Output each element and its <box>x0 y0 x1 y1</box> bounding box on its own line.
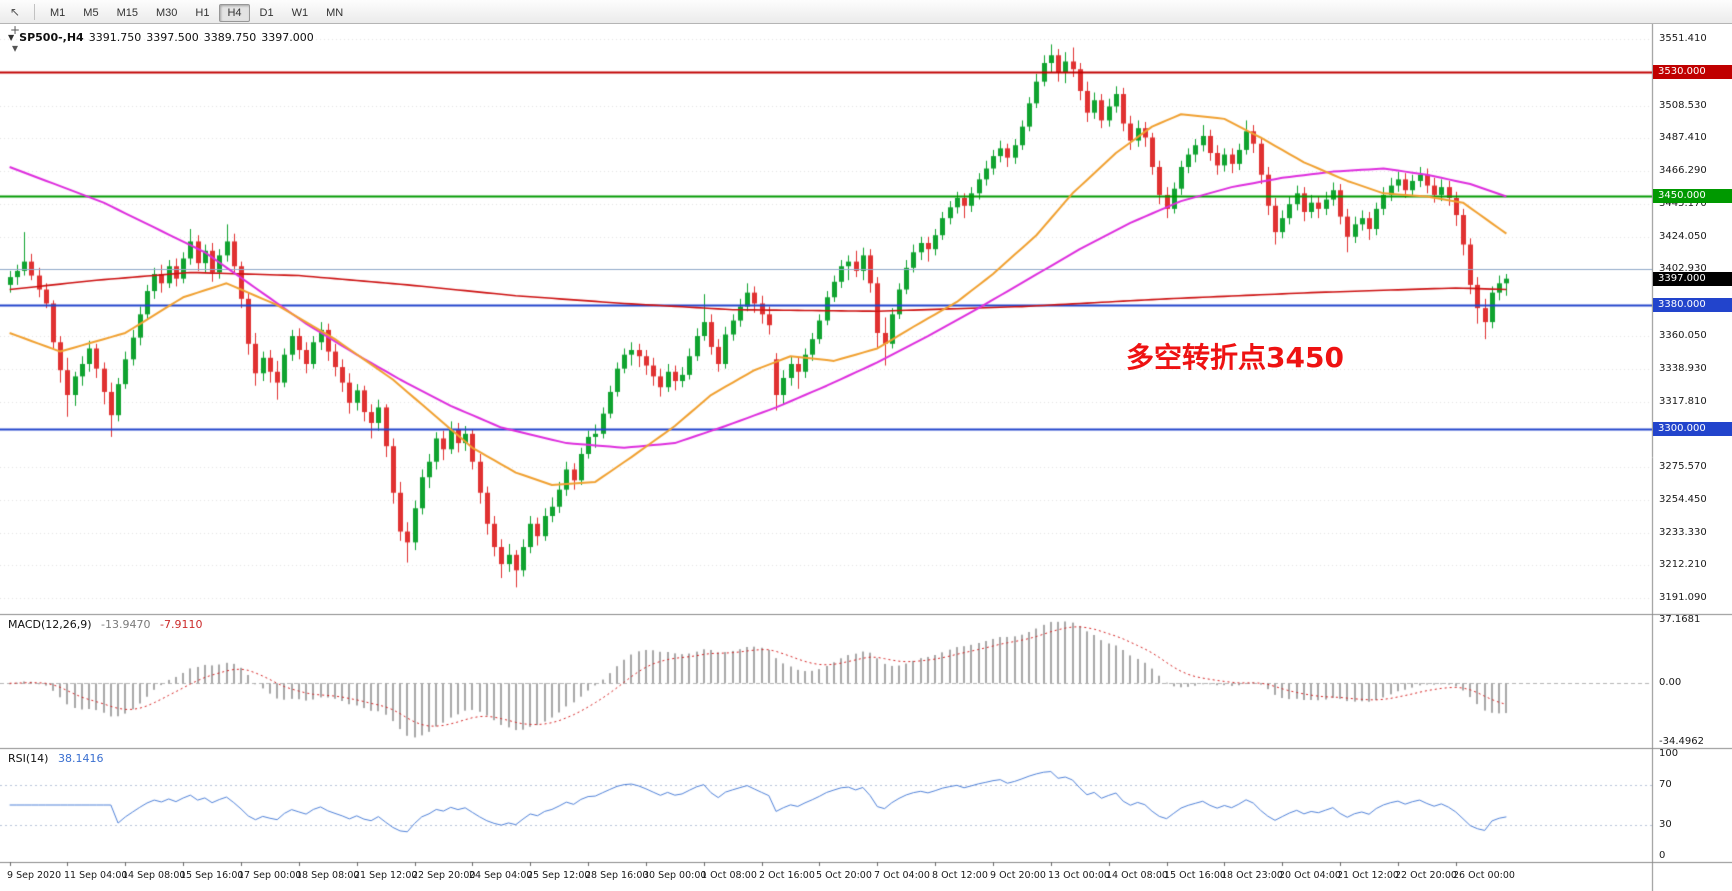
support-badge-3300: 3300.000 <box>1653 422 1732 436</box>
rsi-value: 38.1416 <box>57 752 104 765</box>
time-label: 17 Sep 00:00 <box>238 870 302 881</box>
price-tick: 3402.930 <box>1659 263 1707 274</box>
macd-main-value: -13.9470 <box>101 618 151 631</box>
time-label: 22 Oct 20:00 <box>1395 870 1457 881</box>
time-label: 18 Oct 23:00 <box>1221 870 1283 881</box>
price-tick: 3424.050 <box>1659 231 1707 242</box>
timeframe-m15[interactable]: M15 <box>109 4 146 22</box>
price-tick: 3466.290 <box>1659 165 1707 176</box>
text-annotation-icon[interactable]: A <box>4 0 26 3</box>
time-label: 24 Sep 04:00 <box>469 870 533 881</box>
price-tick: 3191.090 <box>1659 592 1707 603</box>
time-label: 20 Oct 04:00 <box>1279 870 1341 881</box>
timeframe-m5[interactable]: M5 <box>75 4 106 22</box>
rsi-axis-70: 70 <box>1659 779 1672 790</box>
cursor-icon[interactable]: ↖ <box>9 4 21 19</box>
annotation-text: 多空转折点3450 <box>1126 341 1344 374</box>
time-label: 15 Sep 16:00 <box>180 870 244 881</box>
rsi-indicator-label: RSI(14) 38.1416 <box>8 752 109 765</box>
time-label: 14 Oct 08:00 <box>1106 870 1168 881</box>
time-label: 1 Oct 08:00 <box>701 870 757 881</box>
time-label: 13 Oct 00:00 <box>1048 870 1110 881</box>
price-tick: 3212.210 <box>1659 559 1707 570</box>
resistance-badge-3530: 3530.000 <box>1653 65 1732 79</box>
rsi-axis-0: 0 <box>1659 850 1666 861</box>
time-label: 11 Sep 04:00 <box>64 870 128 881</box>
price-tick: 3551.410 <box>1659 33 1707 44</box>
time-label: 7 Oct 04:00 <box>874 870 930 881</box>
timeframe-m1[interactable]: M1 <box>42 4 73 22</box>
price-tick: 3317.810 <box>1659 396 1707 407</box>
current-price-badge: 3397.000 <box>1653 272 1732 286</box>
timeframe-m30[interactable]: M30 <box>148 4 185 22</box>
macd-signal-value: -7.9110 <box>160 618 203 631</box>
time-label: 9 Oct 20:00 <box>990 870 1046 881</box>
timeframe-h1[interactable]: H1 <box>187 4 217 22</box>
ohlc-open: 3391.750 <box>88 31 142 44</box>
rsi-axis-100: 100 <box>1659 748 1679 759</box>
rsi-axis-30: 30 <box>1659 819 1672 830</box>
time-label: 2 Oct 16:00 <box>759 870 815 881</box>
timeframe-buttons: M1 M5 M15 M30 H1 H4 D1 W1 MN <box>42 1 353 22</box>
timeframe-w1[interactable]: W1 <box>284 4 317 22</box>
price-tick: 3338.930 <box>1659 363 1707 374</box>
time-label: 30 Sep 00:00 <box>643 870 707 881</box>
support-badge-3380: 3380.000 <box>1653 298 1732 312</box>
price-tick: 3508.530 <box>1659 100 1707 111</box>
time-label: 25 Sep 12:00 <box>527 870 591 881</box>
crosshair-icon[interactable]: + <box>9 22 21 37</box>
price-axis[interactable] <box>1653 24 1732 891</box>
timeframe-h4[interactable]: H4 <box>219 4 250 22</box>
rsi-name: RSI(14) <box>8 752 49 765</box>
ohlc-high: 3397.500 <box>146 31 199 44</box>
time-label: 5 Oct 20:00 <box>816 870 872 881</box>
time-label: 26 Oct 00:00 <box>1453 870 1515 881</box>
time-label: 8 Oct 12:00 <box>932 870 988 881</box>
chart-title: ▼ SP500-,H4 3391.750 3397.500 3389.750 3… <box>8 31 314 44</box>
time-label: 15 Oct 16:00 <box>1164 870 1226 881</box>
time-label: 21 Sep 12:00 <box>354 870 418 881</box>
price-tick: 3445.170 <box>1659 198 1707 209</box>
timeframe-mn[interactable]: MN <box>318 4 351 22</box>
price-tick: 3487.410 <box>1659 132 1707 143</box>
price-tick: 3360.050 <box>1659 330 1707 341</box>
macd-axis-min: -34.4962 <box>1659 736 1704 747</box>
ohlc-close: 3397.000 <box>261 31 314 44</box>
macd-axis-max: 37.1681 <box>1659 614 1701 625</box>
symbol-period-label: SP500-,H4 <box>19 31 84 44</box>
toolbar-icons: ▤A↖+▾ <box>4 0 27 57</box>
chart-canvas[interactable] <box>0 24 1732 891</box>
time-label: 18 Sep 08:00 <box>296 870 360 881</box>
time-label: 14 Sep 08:00 <box>122 870 186 881</box>
time-label: 21 Oct 12:00 <box>1337 870 1399 881</box>
macd-indicator-label: MACD(12,26,9) -13.9470 -7.9110 <box>8 618 208 631</box>
macd-name: MACD(12,26,9) <box>8 618 92 631</box>
timeframe-d1[interactable]: D1 <box>252 4 282 22</box>
toolbar-separator <box>34 3 35 20</box>
chart-expander-icon[interactable]: ▼ <box>8 33 15 42</box>
ohlc-low: 3389.750 <box>203 31 257 44</box>
pivot-badge-3450: 3450.000 <box>1653 189 1732 203</box>
macd-axis-zero: 0.00 <box>1659 677 1682 688</box>
dropdown-caret-icon[interactable]: ▾ <box>11 40 19 55</box>
time-label: 9 Sep 2020 <box>7 870 62 881</box>
price-tick: 3233.330 <box>1659 527 1707 538</box>
price-tick: 3254.450 <box>1659 494 1707 505</box>
time-label: 28 Sep 16:00 <box>585 870 649 881</box>
time-label: 22 Sep 20:00 <box>412 870 476 881</box>
price-tick: 3275.570 <box>1659 461 1707 472</box>
